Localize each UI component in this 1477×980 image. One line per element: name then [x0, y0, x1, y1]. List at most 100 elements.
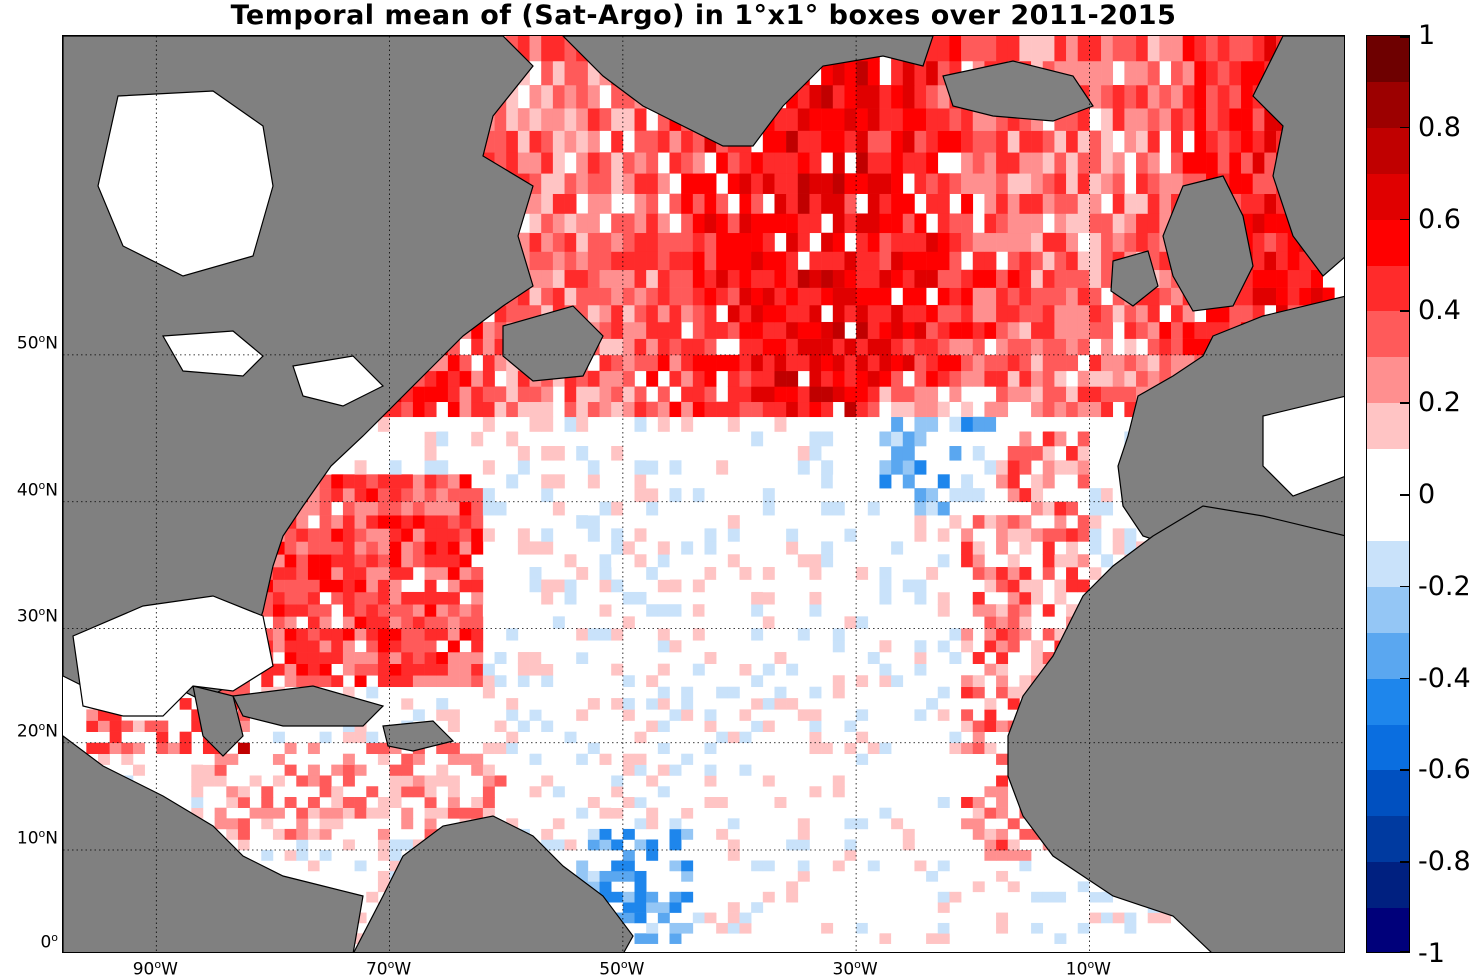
data-cell [1007, 818, 1020, 830]
data-cell [494, 108, 507, 131]
data-cell [494, 152, 507, 174]
data-cell [891, 675, 904, 688]
data-cell [727, 251, 740, 271]
data-cell [879, 401, 892, 418]
data-cell [716, 460, 729, 475]
data-cell [786, 304, 799, 323]
data-cell [634, 321, 647, 339]
data-cell [1159, 84, 1172, 109]
data-cell [937, 922, 950, 934]
data-cell [832, 515, 845, 529]
data-cell [459, 488, 472, 503]
data-cell [1089, 566, 1102, 580]
data-cell [342, 528, 355, 542]
data-cell [657, 232, 670, 252]
data-cell [914, 251, 927, 271]
data-cell [634, 193, 647, 214]
data-cell [797, 554, 810, 568]
data-cell [634, 912, 647, 924]
data-cell [704, 401, 717, 418]
data-cell [727, 839, 740, 851]
data-cell [576, 807, 589, 819]
data-cell [832, 370, 845, 387]
data-cell [984, 663, 997, 676]
data-cell [739, 488, 752, 503]
data-cell [821, 386, 834, 403]
data-cell [961, 742, 974, 755]
data-cell [1101, 554, 1114, 568]
data-cell [1136, 304, 1149, 323]
colorbar-segment [1367, 449, 1409, 496]
data-cell [1054, 554, 1067, 568]
data-cell [996, 269, 1009, 288]
data-cell [1206, 60, 1218, 86]
data-cell [1066, 446, 1079, 461]
data-cell [587, 839, 600, 851]
data-cell [1241, 173, 1253, 194]
data-cell [1042, 173, 1055, 194]
data-cell [972, 354, 985, 372]
data-cell [1054, 628, 1067, 641]
data-cell [704, 304, 717, 323]
iberia-gap [1262, 395, 1344, 497]
data-cell [727, 818, 740, 830]
data-cell [856, 541, 869, 555]
data-cell [1276, 232, 1288, 252]
data-cell [996, 579, 1009, 593]
data-cell [1147, 213, 1160, 234]
data-cell [1007, 474, 1020, 489]
data-cell [669, 554, 682, 568]
data-cell [319, 566, 332, 580]
data-cell [377, 416, 390, 432]
data-cell [692, 287, 705, 306]
data-cell [319, 652, 332, 664]
data-cell [751, 287, 764, 306]
data-cell [401, 628, 414, 641]
data-cell [541, 60, 554, 86]
data-cell [1252, 60, 1265, 86]
data-cell [972, 541, 985, 555]
data-cell [412, 515, 425, 529]
data-cell [797, 860, 810, 872]
data-cell [856, 84, 869, 109]
data-cell [984, 269, 997, 288]
data-cell [401, 675, 414, 688]
data-cell [459, 515, 472, 529]
data-cell [354, 807, 367, 819]
data-cell [296, 828, 309, 840]
data-cell [809, 354, 822, 372]
data-cell [541, 173, 554, 194]
data-cell [354, 591, 367, 605]
data-cell [354, 616, 367, 629]
data-cell [879, 354, 892, 372]
data-cell [1089, 488, 1102, 503]
data-cell [1171, 152, 1184, 174]
data-cell [354, 515, 367, 529]
data-cell [751, 604, 764, 617]
data-cell [774, 287, 787, 306]
data-cell [1019, 579, 1032, 593]
data-cell [389, 579, 402, 593]
data-cell [681, 554, 694, 568]
data-cell [1054, 370, 1067, 387]
data-cell [704, 213, 717, 234]
data-cell [914, 652, 927, 664]
data-cell [1171, 84, 1184, 109]
data-cell [926, 354, 939, 372]
data-cell [1171, 304, 1184, 323]
data-cell [1217, 321, 1230, 339]
data-cell [1077, 446, 1090, 461]
data-cell [727, 269, 740, 288]
data-cell [319, 604, 332, 617]
data-cell [622, 675, 635, 688]
data-cell [774, 193, 787, 214]
data-cell [914, 213, 927, 234]
data-cell [949, 446, 962, 461]
data-cell [214, 753, 227, 765]
data-cell [307, 566, 320, 580]
data-cell [949, 269, 962, 288]
data-cell [996, 36, 1009, 62]
data-cell [681, 807, 694, 819]
data-cell [972, 591, 985, 605]
data-cell [401, 566, 414, 580]
